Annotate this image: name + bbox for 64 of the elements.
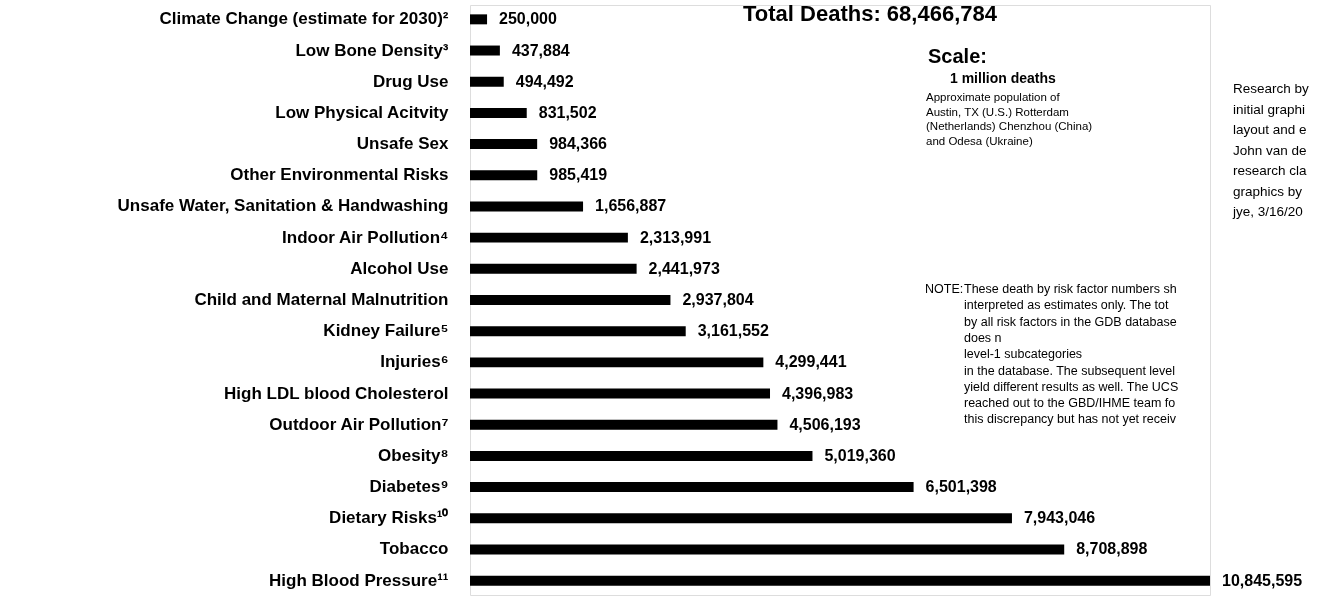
data-label: 250,000 [499,10,557,28]
bar [470,357,764,368]
data-label: 494,492 [515,72,574,90]
data-label: 437,884 [511,41,570,59]
bar [470,201,584,212]
bar [470,139,538,150]
y-tick-label: Child and Maternal Malnutrition [194,290,449,309]
bar [470,107,527,118]
bar [470,388,771,399]
y-tick-label: Drug Use [372,71,449,91]
data-label: 2,441,973 [648,259,720,277]
data-label: 10,845,595 [1222,571,1303,589]
y-tick-label: Tobacco [379,539,449,559]
bar [470,45,500,56]
y-tick-label: Alcohol Use [350,258,449,278]
text: These death by risk factor numbers sh interpreted as estimates only. The tot by all risk factors in the GDB database does n level-1 subcategories in the database. The subsequent level yield different results as well. The UCS reached out to the GBD/IHME team fo this discrepancy but has not yet receiv [964,282,1179,427]
bar [470,544,1065,555]
annotation: Approximate population of Austin, TX (U.S.) Rotterdam (Netherlands) Chenzhou (China) and Odesa (Ukraine) [926,91,1093,147]
y-tick-label: Diabetes⁹ [369,477,449,497]
y-tick-label: Low Physical Acitvity [275,102,450,122]
bar [470,232,628,243]
y-tick-label: Dietary Risks¹⁰ [329,508,449,528]
y-tick-label: Climate Change (estimate for 2030)² [159,9,449,29]
data-label: 4,396,983 [782,384,854,402]
data-label: 4,506,193 [789,415,861,433]
y-tick-label: Outdoor Air Pollution⁷ [269,414,449,434]
data-label: 2,937,804 [682,291,754,308]
y-tick-label: Other Environmental Risks [230,165,449,185]
chart-title: Total Deaths: 68,466,784 [743,1,998,26]
annotation: 1 million deaths [950,70,1057,86]
data-label: 6,501,398 [925,478,997,496]
bar [470,513,1012,524]
data-label: 985,419 [549,166,608,184]
y-tick-label: Unsafe Sex [356,134,450,154]
data-label: 8,708,898 [1076,540,1148,558]
y-tick-label: Unsafe Water, Sanitation & Handwashing [117,196,449,216]
data-label: 1,656,887 [595,197,667,215]
data-label: 831,502 [538,103,597,121]
y-tick-label: Indoor Air Pollution⁴ [282,227,449,247]
y-tick-label: Injuries⁶ [380,352,449,372]
bar [470,170,538,181]
bar [470,326,686,337]
data-label: 2,313,991 [639,228,712,246]
y-tick-label: Obesity⁸ [378,445,449,465]
bar [470,450,813,461]
annotation: Scale: [928,45,987,67]
y-tick-label: Low Bone Density³ [295,40,449,60]
bar [470,263,637,274]
bar [470,482,914,493]
data-label: 5,019,360 [824,446,896,464]
data-label: 7,943,046 [1023,509,1096,527]
bar [470,76,504,87]
bar [470,14,488,25]
annotation: NOTE: [925,282,964,296]
data-label: 984,366 [549,135,608,153]
data-label: 3,161,552 [697,322,769,340]
y-tick-label: High LDL blood Cholesterol [224,383,449,403]
y-tick-label: High Blood Pressure¹¹ [269,570,449,590]
data-label: 4,299,441 [775,353,847,371]
bar [470,295,671,305]
bar [470,419,778,430]
y-tick-label: Kidney Failure⁵ [323,321,449,341]
bar [470,575,1210,586]
text: Research by initial graphi layout and e John van de research cla graphics by jye, 3/16/20 [1232,81,1310,219]
